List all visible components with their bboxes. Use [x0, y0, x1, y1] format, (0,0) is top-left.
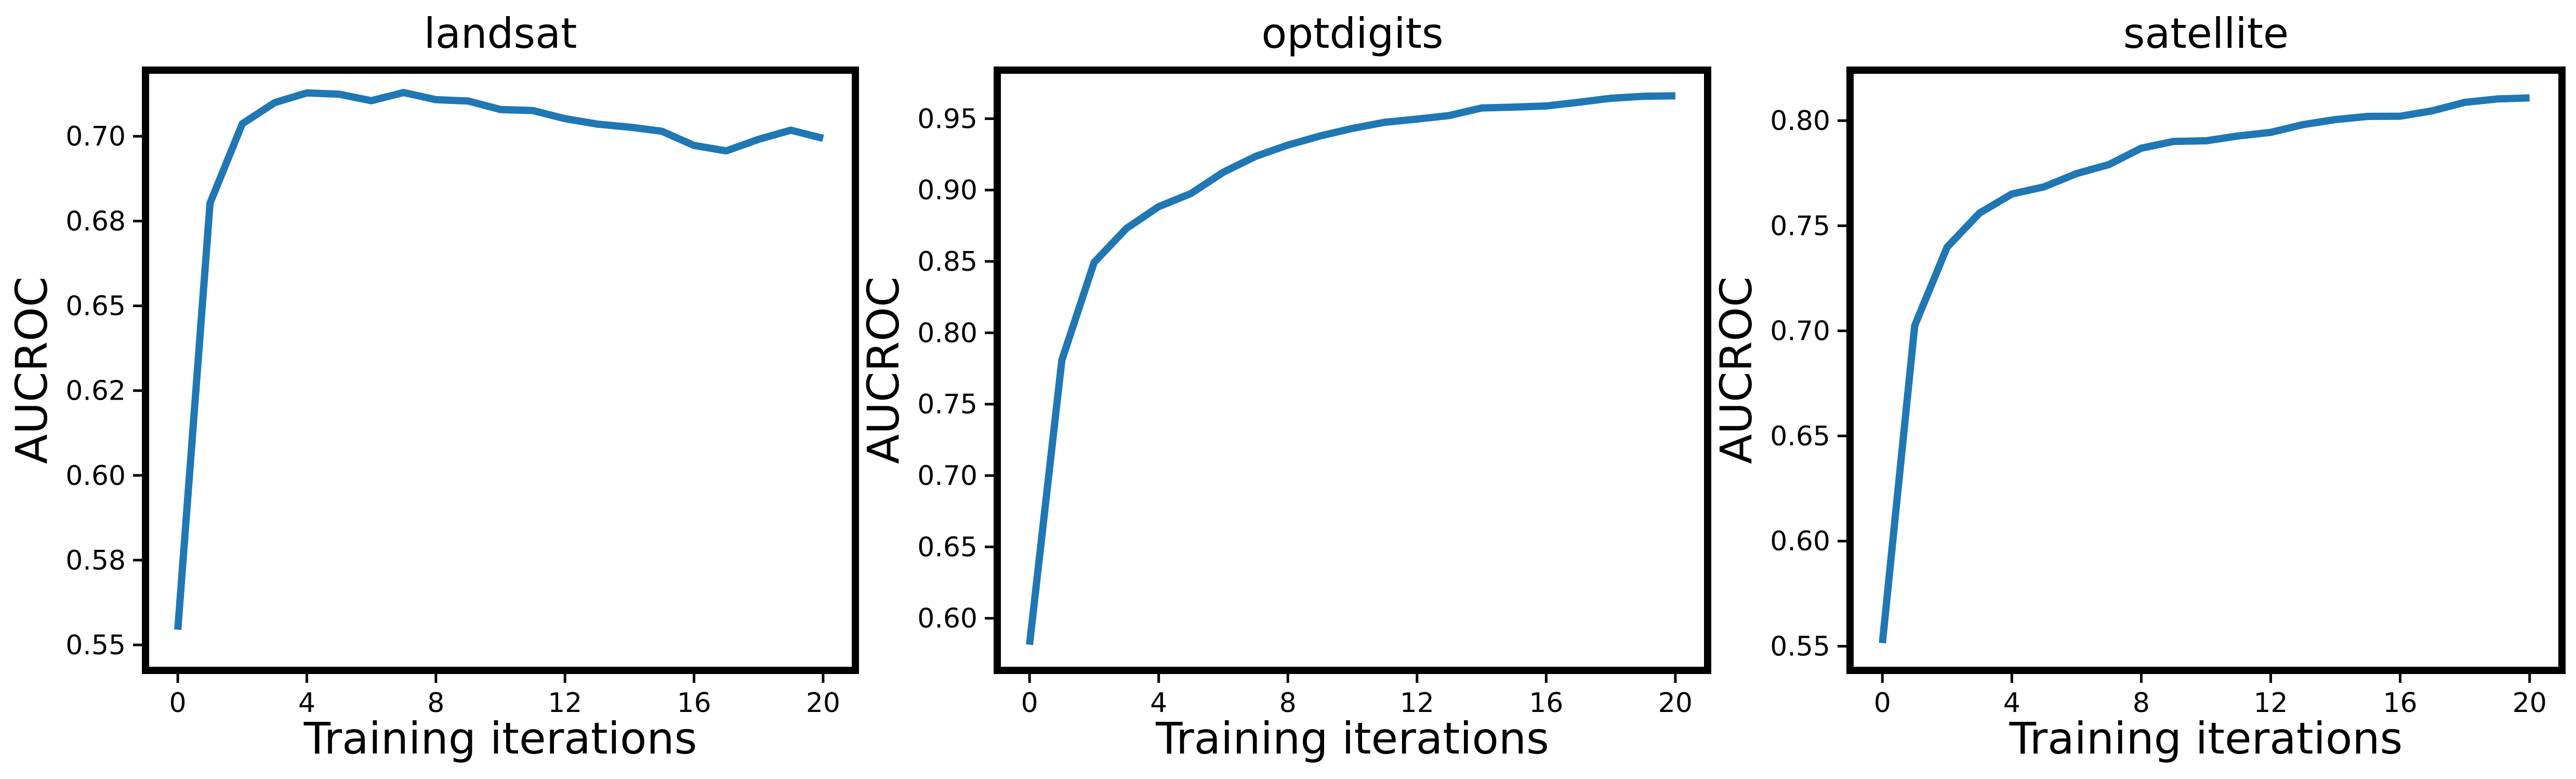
plot-area: 0 4 8 12 16 20 0.55 0.60 0.65 0.70 0.75 0.80	[1770, 67, 2566, 719]
y-tick-label: 0.60	[65, 460, 126, 492]
x-tick-label: 4	[1150, 688, 1167, 719]
x-tick-label: 0	[1021, 688, 1038, 719]
x-tick-label: 16	[1529, 688, 1563, 719]
x-tick-label: 20	[2513, 688, 2547, 719]
y-tick-label: 0.95	[917, 103, 977, 135]
y-tick-label: 0.80	[917, 318, 977, 349]
y-tick-label: 0.90	[917, 175, 977, 206]
x-axis-label: Training iterations	[2009, 713, 2403, 764]
panel-title: optdigits	[1261, 9, 1443, 58]
y-tick-label: 0.65	[1770, 421, 1830, 452]
x-tick-label: 16	[677, 688, 711, 719]
y-tick-label: 0.55	[1770, 631, 1830, 662]
x-axis-label: Training iterations	[1155, 713, 1549, 764]
x-tick-label: 4	[2003, 688, 2020, 719]
x-tick-label: 12	[1400, 688, 1434, 719]
y-tick-label: 0.65	[65, 291, 126, 322]
plot-area: 0 4 8 12 16 20 0.60 0.65 0.70 0.75 0.80 0.85 0.90 0.9…	[917, 67, 1711, 719]
y-axis-label: AUCROC	[1711, 276, 1762, 464]
x-tick-label: 4	[298, 688, 315, 719]
x-tick-label: 12	[548, 688, 582, 719]
x-tick-label: 0	[169, 688, 187, 719]
x-tick-label: 20	[1658, 688, 1693, 719]
y-tick-label: 0.62	[65, 376, 126, 407]
subplot-landsat: landsat Training iterations AUCROC 0 4 8 12…	[6, 9, 859, 764]
series-line	[174, 89, 824, 630]
y-tick-label: 0.58	[65, 545, 126, 576]
x-tick-label: 8	[1279, 688, 1297, 719]
y-tick-label: 0.65	[917, 532, 977, 563]
series-line	[1026, 92, 1676, 645]
x-axis-label: Training iterations	[303, 713, 697, 764]
x-tick-label: 8	[2133, 688, 2150, 719]
y-axis-label: AUCROC	[858, 276, 909, 464]
y-tick-label: 0.80	[1770, 105, 1830, 137]
y-tick-label: 0.70	[65, 121, 126, 152]
y-tick-label: 0.60	[917, 603, 977, 635]
y-tick-label: 0.75	[1770, 210, 1830, 242]
y-tick-label: 0.55	[65, 630, 126, 661]
x-tick-label: 0	[1874, 688, 1891, 719]
subplot-optdigits: optdigits Training iterations AUCROC 0 4 8…	[858, 9, 1711, 764]
series-line	[1879, 94, 2530, 644]
y-tick-label: 0.70	[1770, 316, 1830, 347]
y-tick-label: 0.85	[917, 246, 977, 278]
panel-title: satellite	[2123, 9, 2289, 58]
plot-area: 0 4 8 12 16 20 0.55 0.58 0.60 0.62 0.65 0.68 0.70	[65, 67, 859, 719]
axes-frame	[1846, 67, 2566, 674]
y-axis-label: AUCROC	[6, 276, 57, 464]
x-tick-label: 8	[427, 688, 444, 719]
y-tick-label: 0.68	[65, 206, 126, 237]
axes-frame	[142, 67, 859, 674]
subplot-satellite: satellite Training iterations AUCROC 0 4 8…	[1711, 9, 2566, 764]
y-tick-label: 0.70	[917, 460, 977, 492]
y-tick-label: 0.75	[917, 389, 977, 420]
y-tick-label: 0.60	[1770, 526, 1830, 557]
axes-frame	[994, 67, 1711, 674]
x-tick-label: 20	[806, 688, 840, 719]
x-tick-label: 12	[2253, 688, 2288, 719]
panel-title: landsat	[424, 9, 577, 58]
x-tick-label: 16	[2383, 688, 2418, 719]
